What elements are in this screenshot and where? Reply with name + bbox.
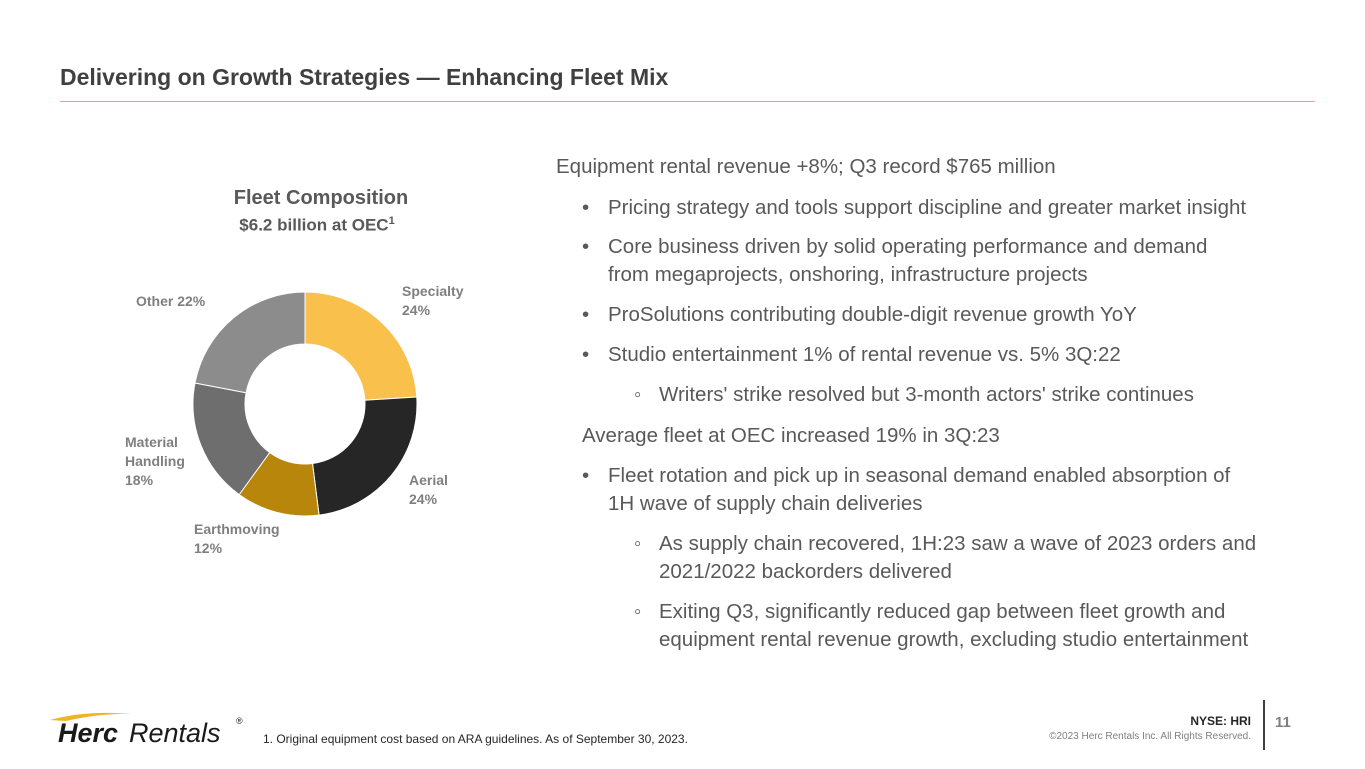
- footer-divider: [1263, 700, 1265, 750]
- chart-subtitle-text: $6.2 billion at OEC: [239, 215, 389, 235]
- sub-bullet-marker: ◦: [634, 600, 642, 623]
- slice-label-material-handling-name-1: Material: [125, 434, 178, 450]
- bullet-marker: •: [582, 343, 590, 366]
- heading-revenue: Equipment rental revenue +8%; Q3 record …: [556, 155, 1056, 178]
- bullet-fleet-rotation-line-1: Fleet rotation and pick up in seasonal d…: [608, 464, 1231, 487]
- slice-label-other-text: Other 22%: [136, 293, 206, 309]
- slice-label-aerial-name: Aerial: [409, 472, 448, 488]
- slide-title: Delivering on Growth Strategies — Enhanc…: [60, 64, 669, 90]
- bullet-prosolutions: ProSolutions contributing double-digit r…: [608, 303, 1137, 326]
- donut-slice-other: [194, 291, 306, 394]
- slice-label-material-handling-value: 18%: [125, 472, 154, 488]
- sub-bullet-supply-chain-line-1: As supply chain recovered, 1H:23 saw a w…: [659, 532, 1257, 555]
- logo-swoosh-icon: [50, 712, 131, 721]
- slice-label-aerial: Aerial 24%: [409, 471, 448, 509]
- bullet-pricing: Pricing strategy and tools support disci…: [608, 196, 1247, 219]
- bullet-fleet-rotation-line-2: 1H wave of supply chain deliveries: [608, 492, 923, 515]
- sub-bullet-gap-line-1: Exiting Q3, significantly reduced gap be…: [659, 600, 1226, 623]
- sub-bullet-supply-chain-line-2: 2021/2022 backorders delivered: [659, 560, 952, 583]
- chart-title: Fleet Composition: [233, 187, 409, 209]
- bullet-core-business-line-2: from megaprojects, onshoring, infrastruc…: [608, 263, 1088, 286]
- footnote: 1. Original equipment cost based on ARA …: [263, 732, 688, 746]
- logo-registered-mark: ®: [236, 716, 243, 726]
- logo-word-herc: Herc: [58, 718, 118, 748]
- logo-word-rentals: Rentals: [129, 718, 221, 748]
- slice-label-aerial-value: 24%: [409, 491, 438, 507]
- bullet-marker: •: [582, 235, 590, 258]
- slice-label-specialty-name: Specialty: [402, 283, 464, 299]
- bullet-marker: •: [582, 303, 590, 326]
- bullet-core-business-line-1: Core business driven by solid operating …: [608, 235, 1208, 258]
- copyright: ©2023 Herc Rentals Inc. All Rights Reser…: [1049, 731, 1251, 742]
- sub-bullet-marker: ◦: [634, 383, 642, 406]
- slice-label-earthmoving-name: Earthmoving: [194, 521, 280, 537]
- sub-bullet-strike: Writers' strike resolved but 3-month act…: [659, 383, 1194, 406]
- bullet-fleet-rotation: Fleet rotation and pick up in seasonal d…: [608, 462, 1230, 518]
- bullet-marker: •: [582, 464, 590, 487]
- herc-rentals-logo: Herc Rentals ®: [50, 712, 243, 748]
- bullet-studio: Studio entertainment 1% of rental revenu…: [608, 343, 1121, 366]
- page-number: 11: [1275, 714, 1291, 731]
- title-underline: [60, 101, 1315, 102]
- slice-label-material-handling: Material Handling 18%: [125, 433, 185, 490]
- slice-label-earthmoving-value: 12%: [194, 540, 223, 556]
- sub-bullet-gap: Exiting Q3, significantly reduced gap be…: [659, 598, 1248, 654]
- chart-subtitle: $6.2 billion at OEC1: [200, 215, 434, 236]
- slice-label-other: Other 22%: [136, 292, 205, 311]
- stock-ticker: NYSE: HRI: [1190, 714, 1251, 728]
- donut-slice-aerial: [311, 396, 418, 516]
- slice-label-earthmoving: Earthmoving 12%: [194, 520, 280, 558]
- sub-bullet-supply-chain: As supply chain recovered, 1H:23 saw a w…: [659, 530, 1256, 586]
- bullet-core-business: Core business driven by solid operating …: [608, 233, 1207, 289]
- footnote-marker: 1: [388, 215, 395, 227]
- donut-slice-specialty: [304, 291, 418, 401]
- sub-bullet-marker: ◦: [634, 532, 642, 555]
- slice-label-specialty: Specialty 24%: [402, 282, 463, 320]
- heading-fleet: Average fleet at OEC increased 19% in 3Q…: [582, 424, 1000, 447]
- bullet-marker: •: [582, 196, 590, 219]
- sub-bullet-gap-line-2: equipment rental revenue growth, excludi…: [659, 628, 1249, 651]
- donut-slices: [192, 291, 418, 517]
- slice-label-material-handling-name-2: Handling: [125, 453, 185, 469]
- slice-label-specialty-value: 24%: [402, 302, 431, 318]
